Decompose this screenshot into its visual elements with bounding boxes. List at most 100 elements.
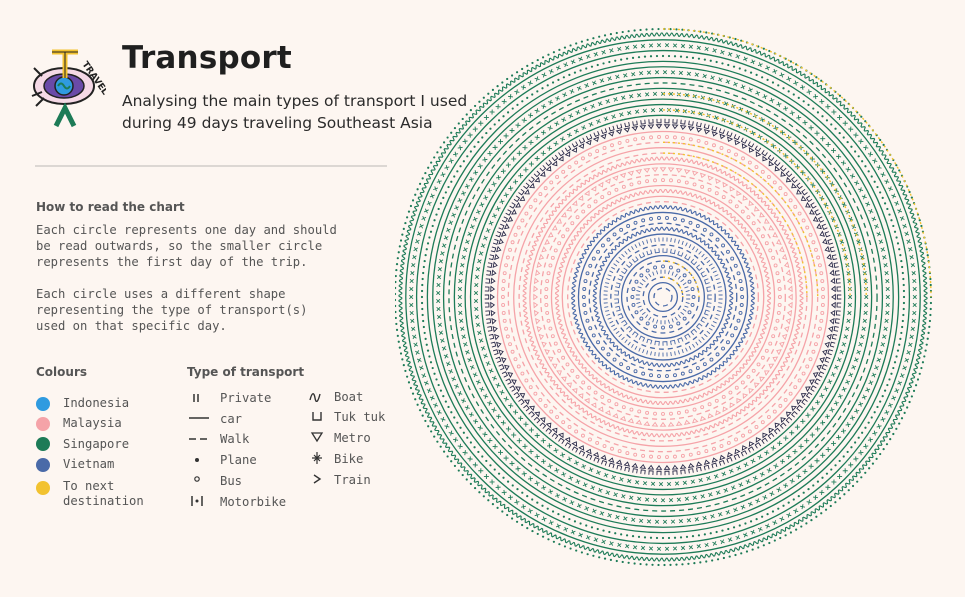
ring-mark [609,266,616,274]
ring-mark [834,318,840,324]
ring-mark [516,488,519,491]
ring-mark [848,462,854,468]
ring-mark [582,287,587,291]
ring-mark [833,188,839,194]
ring-mark [511,107,514,110]
ring-mark [472,126,478,132]
ring-mark [812,484,815,487]
ring-mark [675,167,683,174]
ring-mark [501,81,504,84]
ring-mark [819,318,824,323]
divider [35,165,387,167]
ring-mark [861,431,864,434]
ring-mark [712,143,716,148]
ring-mark [541,72,547,78]
ring-mark [458,310,463,316]
ring-mark [492,349,499,356]
ring-mark [505,426,511,432]
ring-mark [872,430,878,436]
ring-mark [541,485,547,491]
ring-mark [395,310,397,314]
ring-mark [498,223,505,231]
ring-mark [573,460,580,466]
ring-mark [889,438,892,441]
how-to-line: be read outwards, so the smaller circle [36,239,323,253]
ring-mark [423,331,426,335]
ring-mark [703,330,711,338]
ring-mark [509,202,516,209]
day-ring [610,244,716,350]
ring-mark [442,395,445,398]
ring-mark [860,115,863,118]
ring-mark [804,438,810,444]
ring-mark [591,333,596,338]
ring-mark [569,44,572,47]
ring-mark [416,231,422,237]
ring-mark [663,563,666,567]
ring-mark [893,230,897,233]
ring-mark [523,399,530,406]
ring-mark [901,325,904,329]
ring-mark [766,415,771,419]
ring-mark [688,468,694,474]
ring-mark [800,393,807,399]
ring-mark [792,449,798,455]
ring-mark [696,45,702,51]
ring-mark [742,532,748,538]
ring-mark [802,100,805,103]
ring-mark [767,154,775,162]
ring-mark [819,489,825,495]
ring-mark [673,373,677,378]
ring-mark [747,446,755,453]
ring-mark [645,28,648,31]
ring-mark [551,154,559,162]
ring-mark [690,302,695,307]
ring-mark [686,518,692,523]
ring-mark [741,445,748,451]
ring-mark [625,138,630,143]
ring-mark [462,138,468,144]
ring-mark [861,194,867,200]
ring-mark [721,243,726,248]
ring-mark [885,294,890,300]
ring-mark [443,353,449,359]
ring-mark [727,63,730,67]
ring-mark [810,182,816,188]
ring-mark [650,481,656,486]
ring-mark [688,44,694,49]
ring-mark [534,176,541,183]
ring-mark [736,318,741,323]
ring-mark [473,290,479,296]
ring-mark [768,160,775,167]
ring-mark [622,73,628,78]
ring-mark [478,468,484,474]
transfer-arc [662,276,684,298]
day-ring [647,281,679,313]
ring-mark [836,302,842,308]
ring-mark [750,458,756,464]
ring-mark [561,355,566,360]
ring-mark [662,341,668,346]
ring-mark [818,371,825,378]
ring-mark [848,294,853,300]
ring-mark [550,255,555,260]
ring-mark [830,147,837,154]
ring-mark [780,171,787,177]
ring-mark [665,455,669,459]
ring-mark [591,508,597,514]
ring-mark [433,219,436,222]
ring-mark [816,223,823,230]
ring-mark [490,301,496,309]
ring-mark [674,273,681,280]
ring-mark [439,389,443,392]
ring-mark [773,125,779,131]
day-ring [405,39,921,555]
ring-mark [617,449,622,454]
ring-mark [883,262,888,268]
ring-mark [717,286,723,292]
ring-mark [563,545,567,548]
ring-mark [886,207,889,211]
ring-mark [523,182,530,190]
ring-mark [564,145,572,152]
ring-mark [534,108,540,114]
